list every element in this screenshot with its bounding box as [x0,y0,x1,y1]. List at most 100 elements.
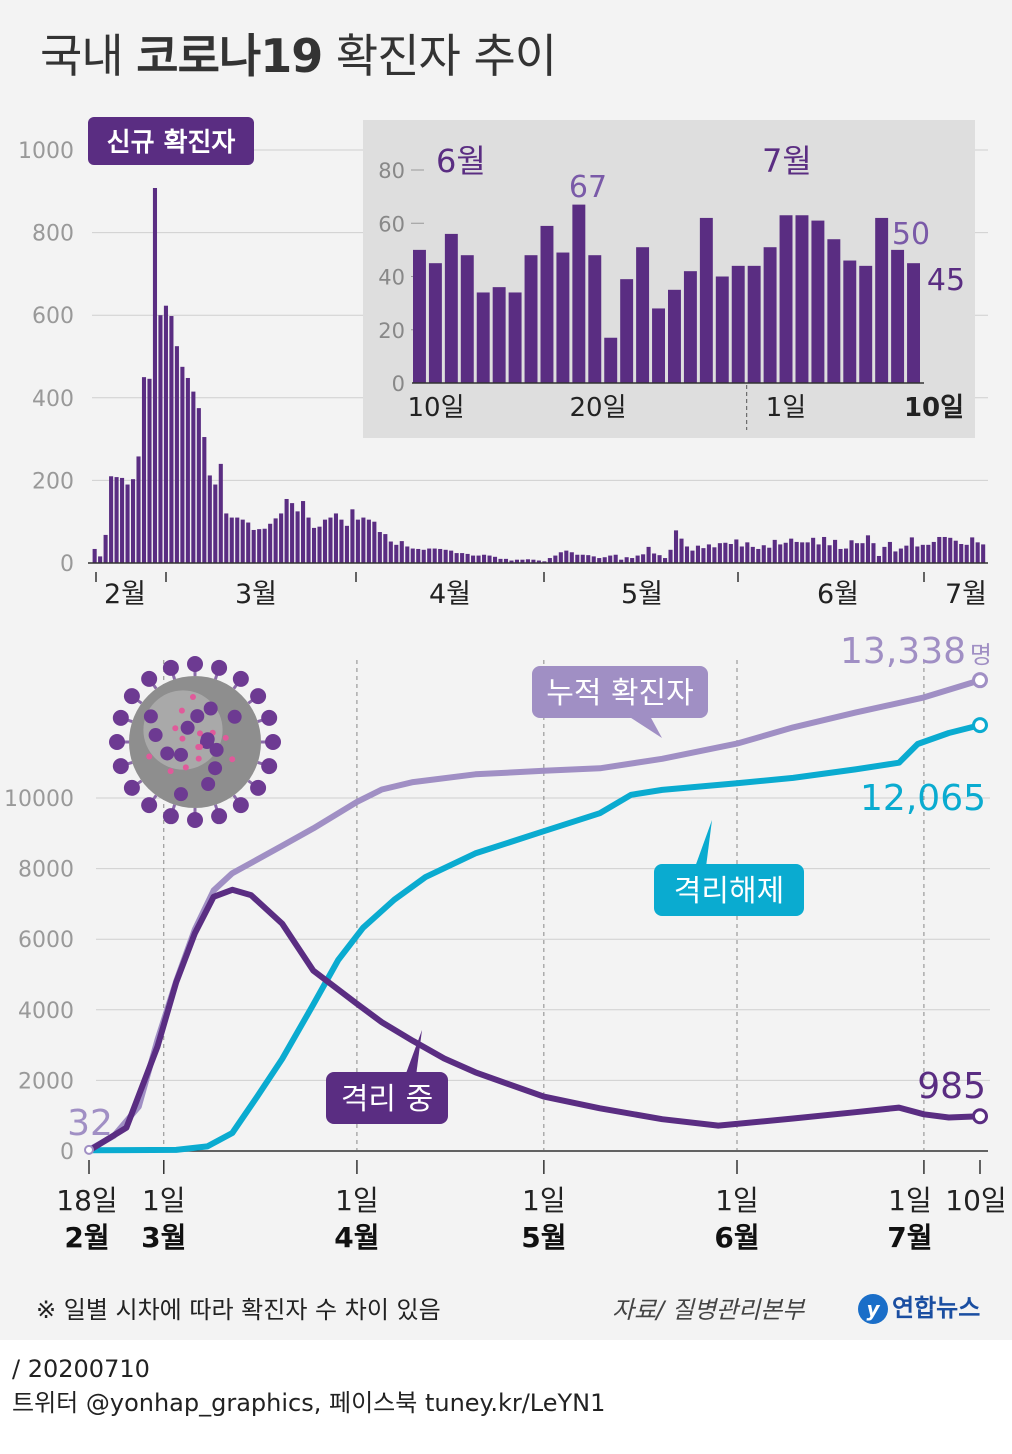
daily-bar [904,545,909,563]
daily-bar [876,555,881,563]
inset-y-tick-label: 0 [392,372,405,396]
daily-bar [690,550,695,563]
daily-bar [120,477,125,563]
virus-spike-head [211,659,228,676]
virus-spike-head [123,779,140,796]
daily-bar [147,378,152,563]
daily-bar [465,553,470,563]
daily-bar [652,553,657,563]
date-tick-label: 10일 [945,1184,1006,1217]
y-tick-label: 10000 [4,787,74,812]
virus-spike-head [232,797,249,814]
inset-x-label: 20일 [569,393,626,423]
daily-bar [191,391,196,563]
daily-bar [158,315,163,563]
daily-bar [865,535,871,563]
series-end-marker [972,672,988,689]
virus-dot [146,753,153,760]
virus-spike-head [148,728,163,743]
date-month-label: 7월 [887,1221,932,1254]
inset-bar [540,225,554,383]
daily-bar [717,543,722,563]
daily-bar [794,541,799,563]
virus-spike-head [203,701,218,716]
daily-bar [202,437,207,563]
daily-bar [372,521,377,563]
inset-bar [683,271,697,383]
daily-bar [673,530,679,563]
virus-spike-head [250,779,267,796]
daily-bar [273,518,278,563]
daily-bar [920,544,925,563]
virus-spike-head [180,720,195,735]
month-label: 4월 [429,579,471,610]
virus-spike-head [227,709,242,724]
inset-y-tick-label: 20 [378,319,405,343]
inset-y-tick-label: 40 [378,266,405,290]
inset-bar [476,292,490,383]
inset-bar [428,263,442,383]
daily-bar [739,546,744,563]
daily-bar [410,548,415,563]
daily-bar [383,534,388,563]
date-tick-label: 1일 [335,1184,379,1217]
virus-dot [179,735,186,742]
date-tick-label: 1일 [888,1184,932,1217]
daily-bar [827,545,832,563]
daily-bar [668,549,673,563]
daily-bar [520,559,525,563]
virus-spike-head [209,742,224,757]
daily-bar [460,553,465,563]
inset-bar [588,255,602,383]
inset-bar [843,260,857,383]
virus-spike-head [211,808,228,825]
daily-bar [811,537,816,563]
inset-bar [668,289,681,383]
new-cases-label: 신규 확진자 [107,128,236,158]
cumulative-end-unit: 명 [970,641,992,669]
daily-bar [525,559,530,563]
virus-spike-head [208,761,223,776]
daily-bar [975,542,980,563]
daily-bar [114,477,119,563]
daily-bar [246,522,251,563]
inset-bar [460,255,474,383]
virus-dot [196,743,203,750]
inset-month-label: 6월 [436,142,486,180]
y-tick-label: 600 [32,304,74,329]
virus-spike-head [261,758,278,775]
daily-bar [257,529,262,563]
x-axis: 2월 3월 4월 5월 6월 7월 18일 2월 1일 3월 1일 4월 1일 5월 1일 6월 1일 7월 10일 [56,562,1007,1254]
virus-spike-head [200,732,215,747]
daily-bar [109,476,114,563]
virus-spike-head [187,812,203,828]
daily-bar [207,475,212,563]
daily-bar [948,537,953,563]
daily-bar [196,408,201,563]
y-tick-label: 6000 [18,928,74,953]
virus-spike-head [109,734,125,750]
daily-bar [608,555,613,563]
daily-bar [942,536,947,563]
y-tick-label: 2000 [18,1069,74,1094]
inset-bar [524,255,538,383]
virus-spike-head [112,758,129,775]
daily-bar [800,542,805,563]
daily-bar [350,509,355,563]
covid-charts: 020040060080010000200040006000800010000 … [4,117,1007,1254]
inset-bar [492,287,506,383]
series-badge-label: 누적 확진자 [546,676,694,711]
daily-bar [394,544,399,563]
daily-bar [306,517,311,563]
daily-bar [344,525,349,563]
daily-bar [240,519,245,563]
inset-bar [620,279,634,383]
daily-bar [959,544,964,563]
daily-bar [251,529,256,563]
date-line: / 20200710 [12,1355,150,1383]
daily-bar [542,561,547,563]
badge-tail [628,716,662,738]
daily-bar [279,513,284,563]
